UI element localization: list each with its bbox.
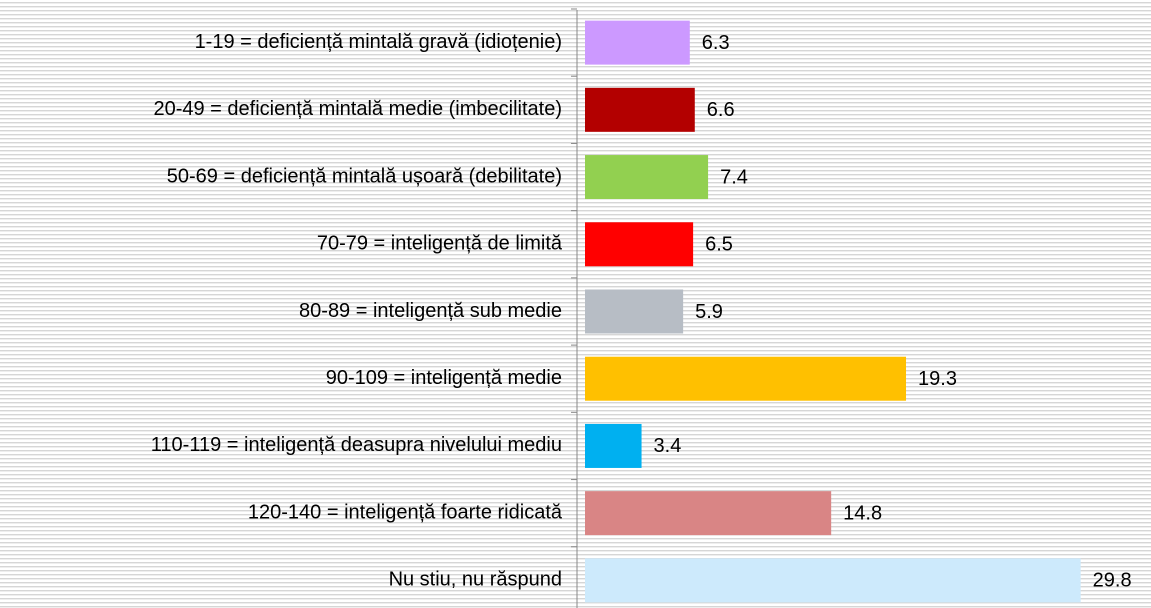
value-label: 14.8 [843,502,882,524]
category-label: 50-69 = deficiență mintală ușoară (debil… [167,165,562,187]
category-label: Nu stiu, nu răspund [389,569,562,591]
bar [585,222,694,267]
bar [585,289,684,334]
category-label: 1-19 = deficiență mintală gravă (idioțen… [195,31,562,53]
value-label: 6.3 [702,32,730,54]
value-label: 5.9 [695,301,723,323]
bar [585,558,1081,603]
category-label: 90-109 = inteligență medie [326,367,562,389]
bar [585,491,832,536]
value-label: 3.4 [654,435,682,457]
category-label: 80-89 = inteligență sub medie [299,300,562,322]
value-label: 6.6 [707,99,735,121]
bar [585,423,642,468]
category-label: 20-49 = deficiență mintală medie (imbeci… [153,98,562,120]
bar [585,155,709,200]
category-label: 120-140 = inteligență foarte ridicată [248,501,563,523]
value-label: 6.5 [705,234,733,256]
value-label: 19.3 [918,368,957,390]
bar [585,87,695,132]
value-label: 29.8 [1093,570,1132,592]
bar [585,20,690,65]
bar [585,356,907,401]
category-label: 110-119 = inteligență deasupra nivelului… [151,434,562,456]
value-label: 7.4 [720,166,748,188]
category-label: 70-79 = inteligență de limită [317,233,563,255]
